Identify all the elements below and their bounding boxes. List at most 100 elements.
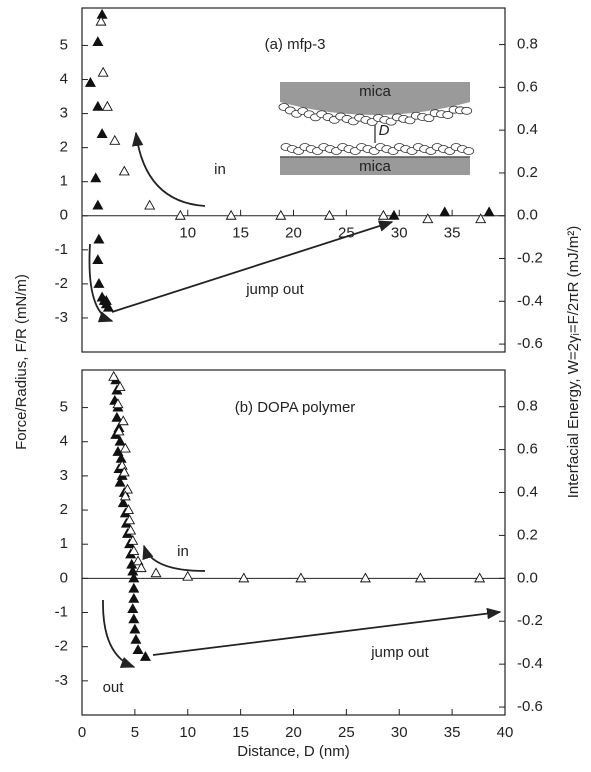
data-point: [92, 254, 104, 264]
x-axis-label: Distance, D (nm): [237, 743, 350, 760]
data-point: [92, 100, 104, 111]
y-tick-label: 0: [60, 569, 68, 586]
data-point: [359, 572, 371, 583]
y2-tick-label: 0.4: [517, 483, 538, 500]
data-point: [95, 15, 107, 26]
y2-tick-label: 0.2: [517, 164, 538, 181]
data-point: [128, 582, 140, 593]
y-tick-label: 4: [60, 70, 68, 87]
x-tick-label: 10: [179, 724, 196, 741]
data-point: [114, 381, 126, 392]
data-point: [124, 514, 136, 525]
data-point: [112, 446, 124, 456]
y2-tick-label: 0.8: [517, 398, 538, 415]
inset-diagram: [278, 82, 475, 175]
polymer-loop: [463, 147, 475, 155]
y2-tick-label: 0.0: [517, 207, 538, 224]
data-point: [93, 233, 105, 244]
plot-frame: [81, 7, 506, 353]
x-tick-label: 35: [444, 724, 461, 741]
x-tick-label: 30: [391, 724, 408, 741]
data-point: [100, 294, 112, 305]
arrow-out: [102, 599, 136, 668]
annotation: jump out: [370, 644, 429, 661]
y2-tick-label: -0.6: [517, 698, 543, 715]
data-point: [295, 572, 307, 583]
y2-tick-label: -0.4: [517, 655, 543, 672]
y-tick-label: -1: [55, 241, 68, 258]
data-point: [474, 572, 486, 583]
x-tick-label: 25: [338, 225, 355, 242]
data-point: [238, 572, 250, 583]
y-tick-label: 5: [60, 36, 68, 53]
data-point: [127, 603, 139, 614]
annotation: mica: [359, 83, 391, 100]
data-point: [135, 562, 147, 573]
data-point: [113, 425, 125, 436]
data-point: [119, 490, 131, 501]
data-point: [323, 209, 335, 220]
data-point: [377, 209, 389, 220]
data-point: [119, 442, 131, 453]
y2-tick-label: 0.2: [517, 526, 538, 543]
y-tick-label: -1: [55, 603, 68, 620]
data-point: [275, 209, 287, 220]
arrow-in: [131, 131, 206, 207]
x-tick-label: 0: [78, 724, 86, 741]
data-point: [109, 134, 121, 145]
data-point: [114, 435, 126, 446]
annotation: jump out: [245, 281, 304, 298]
data-point: [144, 199, 156, 210]
data-point: [114, 476, 126, 487]
annotation: D: [379, 122, 390, 139]
data-point: [125, 524, 137, 535]
data-point: [92, 199, 104, 210]
y-tick-label: -3: [55, 672, 68, 689]
data-point: [111, 411, 123, 422]
data-point: [414, 572, 426, 583]
y2-tick-label: -0.2: [517, 249, 543, 266]
x-tick-label: 35: [444, 225, 461, 242]
data-point: [128, 592, 140, 603]
data-point: [117, 497, 129, 508]
annotation: in: [177, 543, 189, 560]
y-tick-label: -2: [55, 638, 68, 655]
panel-title: (a) mfp-3: [265, 36, 326, 53]
plot-frame: [81, 369, 506, 716]
data-point: [118, 466, 130, 477]
y2-tick-label: 0.8: [517, 36, 538, 53]
y-tick-label: 3: [60, 467, 68, 484]
data-point: [422, 213, 434, 224]
data-point: [108, 370, 120, 381]
x-tick-label: 40: [497, 724, 514, 741]
y2-tick-label: 0.4: [517, 121, 538, 138]
x-tick-label: 20: [285, 724, 302, 741]
arrow-in: [142, 544, 206, 572]
y2-tick-label: -0.4: [517, 292, 543, 309]
polymer-loop: [461, 106, 473, 115]
data-point: [132, 555, 144, 566]
mica-top: [280, 82, 470, 115]
data-point: [128, 572, 140, 583]
polymer-loop: [442, 111, 454, 119]
y-tick-label: 4: [60, 433, 68, 450]
y-tick-label: -2: [55, 275, 68, 292]
y-tick-label: 5: [60, 399, 68, 416]
data-point: [92, 36, 104, 47]
x-tick-label: 15: [232, 724, 249, 741]
data-point: [483, 206, 495, 217]
data-point: [182, 570, 194, 581]
x-tick-label: 20: [285, 225, 302, 242]
arrow-jump-out: [152, 607, 502, 656]
annotation: in: [214, 161, 226, 178]
data-point: [96, 128, 108, 138]
data-point: [129, 623, 141, 634]
data-point: [439, 206, 451, 217]
panel-title: (b) DOPA polymer: [235, 399, 356, 416]
x-tick-label: 10: [179, 225, 196, 242]
x-tick-label: 30: [391, 225, 408, 242]
y-tick-label: 2: [60, 501, 68, 518]
y-tick-label: 3: [60, 105, 68, 122]
data-point: [150, 567, 162, 578]
y2-tick-label: 0.6: [517, 78, 538, 95]
